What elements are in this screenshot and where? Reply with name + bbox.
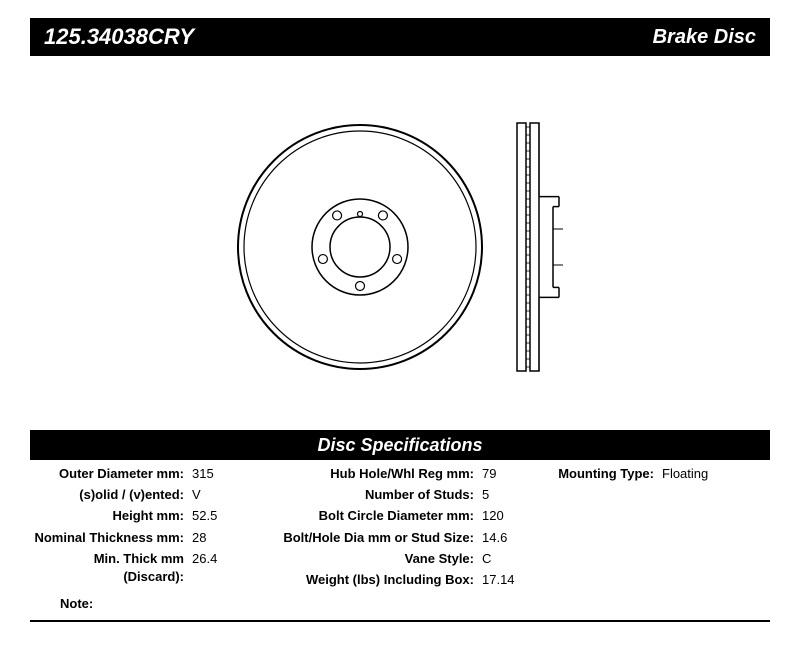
- spec-value: 28: [190, 529, 250, 547]
- spec-title-bar: Disc Specifications: [30, 430, 770, 460]
- spec-grid: Outer Diameter mm:315(s)olid / (v)ented:…: [30, 465, 770, 592]
- spec-row: Outer Diameter mm:315: [30, 465, 260, 483]
- spec-value: C: [480, 550, 540, 568]
- spec-label: Bolt Circle Diameter mm:: [260, 507, 480, 525]
- spec-label: Min. Thick mm (Discard):: [30, 550, 190, 586]
- note-label: Note:: [60, 596, 93, 611]
- spec-value: 26.4: [190, 550, 250, 586]
- spec-value: 17.14: [480, 571, 540, 589]
- note-row: Note:: [60, 596, 93, 611]
- bottom-rule: [30, 620, 770, 622]
- spec-value: Floating: [660, 465, 740, 483]
- spec-row: (s)olid / (v)ented:V: [30, 486, 260, 504]
- spec-row: Min. Thick mm (Discard):26.4: [30, 550, 260, 586]
- spec-title: Disc Specifications: [317, 435, 482, 456]
- spec-row: Bolt Circle Diameter mm:120: [260, 507, 540, 525]
- spec-row: Weight (lbs) Including Box:17.14: [260, 571, 540, 589]
- spec-row: Mounting Type:Floating: [540, 465, 770, 483]
- spec-row: Height mm:52.5: [30, 507, 260, 525]
- spec-column-1: Outer Diameter mm:315(s)olid / (v)ented:…: [30, 465, 260, 592]
- spec-label: Outer Diameter mm:: [30, 465, 190, 483]
- spec-value: 52.5: [190, 507, 250, 525]
- spec-row: Bolt/Hole Dia mm or Stud Size:14.6: [260, 529, 540, 547]
- rotor-front-diagram: [235, 122, 485, 372]
- spec-value: 315: [190, 465, 250, 483]
- spec-label: Number of Studs:: [260, 486, 480, 504]
- spec-row: Nominal Thickness mm:28: [30, 529, 260, 547]
- header-bar: 125.34038CRY Brake Disc: [30, 18, 770, 56]
- spec-row: Number of Studs:5: [260, 486, 540, 504]
- rotor-side-diagram: [515, 121, 565, 373]
- spec-value: 79: [480, 465, 540, 483]
- spec-value: 14.6: [480, 529, 540, 547]
- part-number: 125.34038CRY: [44, 24, 194, 50]
- spec-value: 120: [480, 507, 540, 525]
- spec-label: Bolt/Hole Dia mm or Stud Size:: [260, 529, 480, 547]
- spec-column-2: Hub Hole/Whl Reg mm:79Number of Studs:5B…: [260, 465, 540, 592]
- spec-row: Hub Hole/Whl Reg mm:79: [260, 465, 540, 483]
- spec-label: Height mm:: [30, 507, 190, 525]
- spec-label: Mounting Type:: [540, 465, 660, 483]
- spec-label: Nominal Thickness mm:: [30, 529, 190, 547]
- spec-row: Vane Style:C: [260, 550, 540, 568]
- product-type: Brake Disc: [653, 26, 756, 49]
- spec-value: V: [190, 486, 250, 504]
- spec-label: Vane Style:: [260, 550, 480, 568]
- spec-column-3: Mounting Type:Floating: [540, 465, 770, 592]
- spec-label: Weight (lbs) Including Box:: [260, 571, 480, 589]
- spec-label: (s)olid / (v)ented:: [30, 486, 190, 504]
- diagram-area: [30, 72, 770, 422]
- spec-value: 5: [480, 486, 540, 504]
- spec-label: Hub Hole/Whl Reg mm:: [260, 465, 480, 483]
